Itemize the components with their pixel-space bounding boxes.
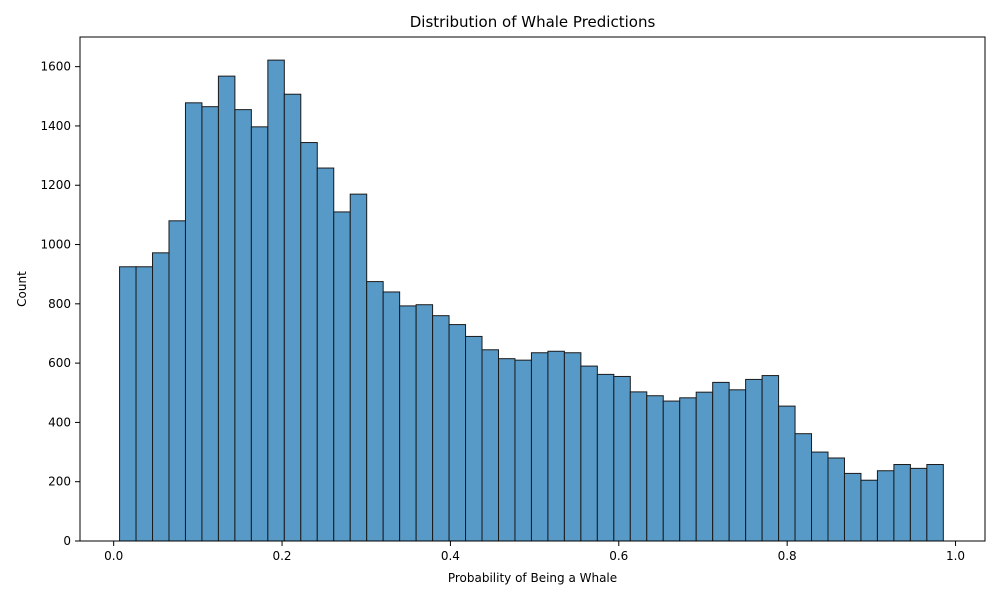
histogram-bar <box>794 433 813 542</box>
histogram-bar <box>547 350 565 542</box>
histogram-bar <box>843 472 862 542</box>
y-axis-ticks: 0 200 400 600 800 1000 1200 1400 1600 <box>40 60 80 548</box>
histogram-bar <box>596 373 615 542</box>
y-tick-label: 200 <box>48 475 71 489</box>
y-tick-label: 600 <box>48 356 71 370</box>
x-tick-label: 0.4 <box>441 549 460 563</box>
histogram-bar <box>860 479 878 542</box>
histogram-bar <box>695 391 714 542</box>
histogram-bar <box>909 467 928 542</box>
x-tick-label: 0.0 <box>104 549 123 563</box>
x-tick-label: 0.2 <box>272 549 291 563</box>
histogram-bar <box>316 167 335 542</box>
x-tick-label: 0.8 <box>778 549 797 563</box>
histogram-bar <box>778 405 796 542</box>
histogram-bar <box>184 102 203 542</box>
histogram-bar <box>629 391 648 542</box>
histogram-bar <box>926 464 944 542</box>
histogram-bar <box>728 389 747 542</box>
histogram-bar <box>761 375 780 542</box>
histogram-bar <box>399 305 417 542</box>
y-tick-label: 1200 <box>40 178 71 192</box>
histogram-bar <box>217 75 236 542</box>
x-axis-ticks: 0.0 0.2 0.4 0.6 0.8 1.0 <box>104 541 965 563</box>
histogram-bar <box>432 315 450 542</box>
y-tick-label: 400 <box>48 415 71 429</box>
histogram-bar <box>267 59 285 542</box>
x-tick-label: 1.0 <box>946 549 965 563</box>
histogram-bar <box>876 470 895 542</box>
histogram-bar <box>382 291 401 542</box>
histogram-bar <box>530 352 549 542</box>
histogram-bar <box>119 266 137 542</box>
y-tick-label: 0 <box>63 534 71 548</box>
histogram-bar <box>300 142 318 542</box>
y-tick-label: 800 <box>48 297 71 311</box>
histogram-bar <box>234 109 252 542</box>
histogram-bar <box>893 464 911 542</box>
histogram-bar <box>613 375 631 542</box>
histogram-bar <box>201 106 219 542</box>
histogram-bar <box>283 93 302 542</box>
histogram-bar <box>349 193 368 542</box>
histogram-bar <box>366 281 384 542</box>
histogram-bar <box>580 365 598 542</box>
histogram-bar <box>646 395 664 542</box>
y-tick-label: 1600 <box>40 60 71 74</box>
y-tick-label: 1000 <box>40 238 71 252</box>
histogram-bar <box>712 381 730 542</box>
histogram-bar <box>679 397 697 542</box>
histogram-bar <box>168 220 186 542</box>
histogram-bar <box>514 359 532 542</box>
histogram-bar <box>135 266 154 542</box>
histogram-bar <box>448 324 467 542</box>
chart-title: Distribution of Whale Predictions <box>410 13 656 31</box>
histogram-bar <box>250 126 269 542</box>
histogram-bar <box>465 335 483 542</box>
histogram-bar <box>152 252 170 542</box>
histogram-bar <box>745 378 763 542</box>
histogram-bar <box>827 457 845 542</box>
histogram-bar <box>563 352 582 542</box>
x-tick-label: 0.6 <box>609 549 628 563</box>
histogram-bar <box>811 451 829 542</box>
histogram-bar <box>662 400 681 542</box>
x-axis-label: Probability of Being a Whale <box>448 571 617 585</box>
plot-frame <box>79 36 986 542</box>
y-axis-label: Count <box>15 271 29 307</box>
histogram-bar <box>497 358 516 542</box>
histogram-bar <box>415 304 434 542</box>
histogram-bar <box>333 211 351 542</box>
histogram-bar <box>481 349 499 542</box>
y-tick-label: 1400 <box>40 119 71 133</box>
